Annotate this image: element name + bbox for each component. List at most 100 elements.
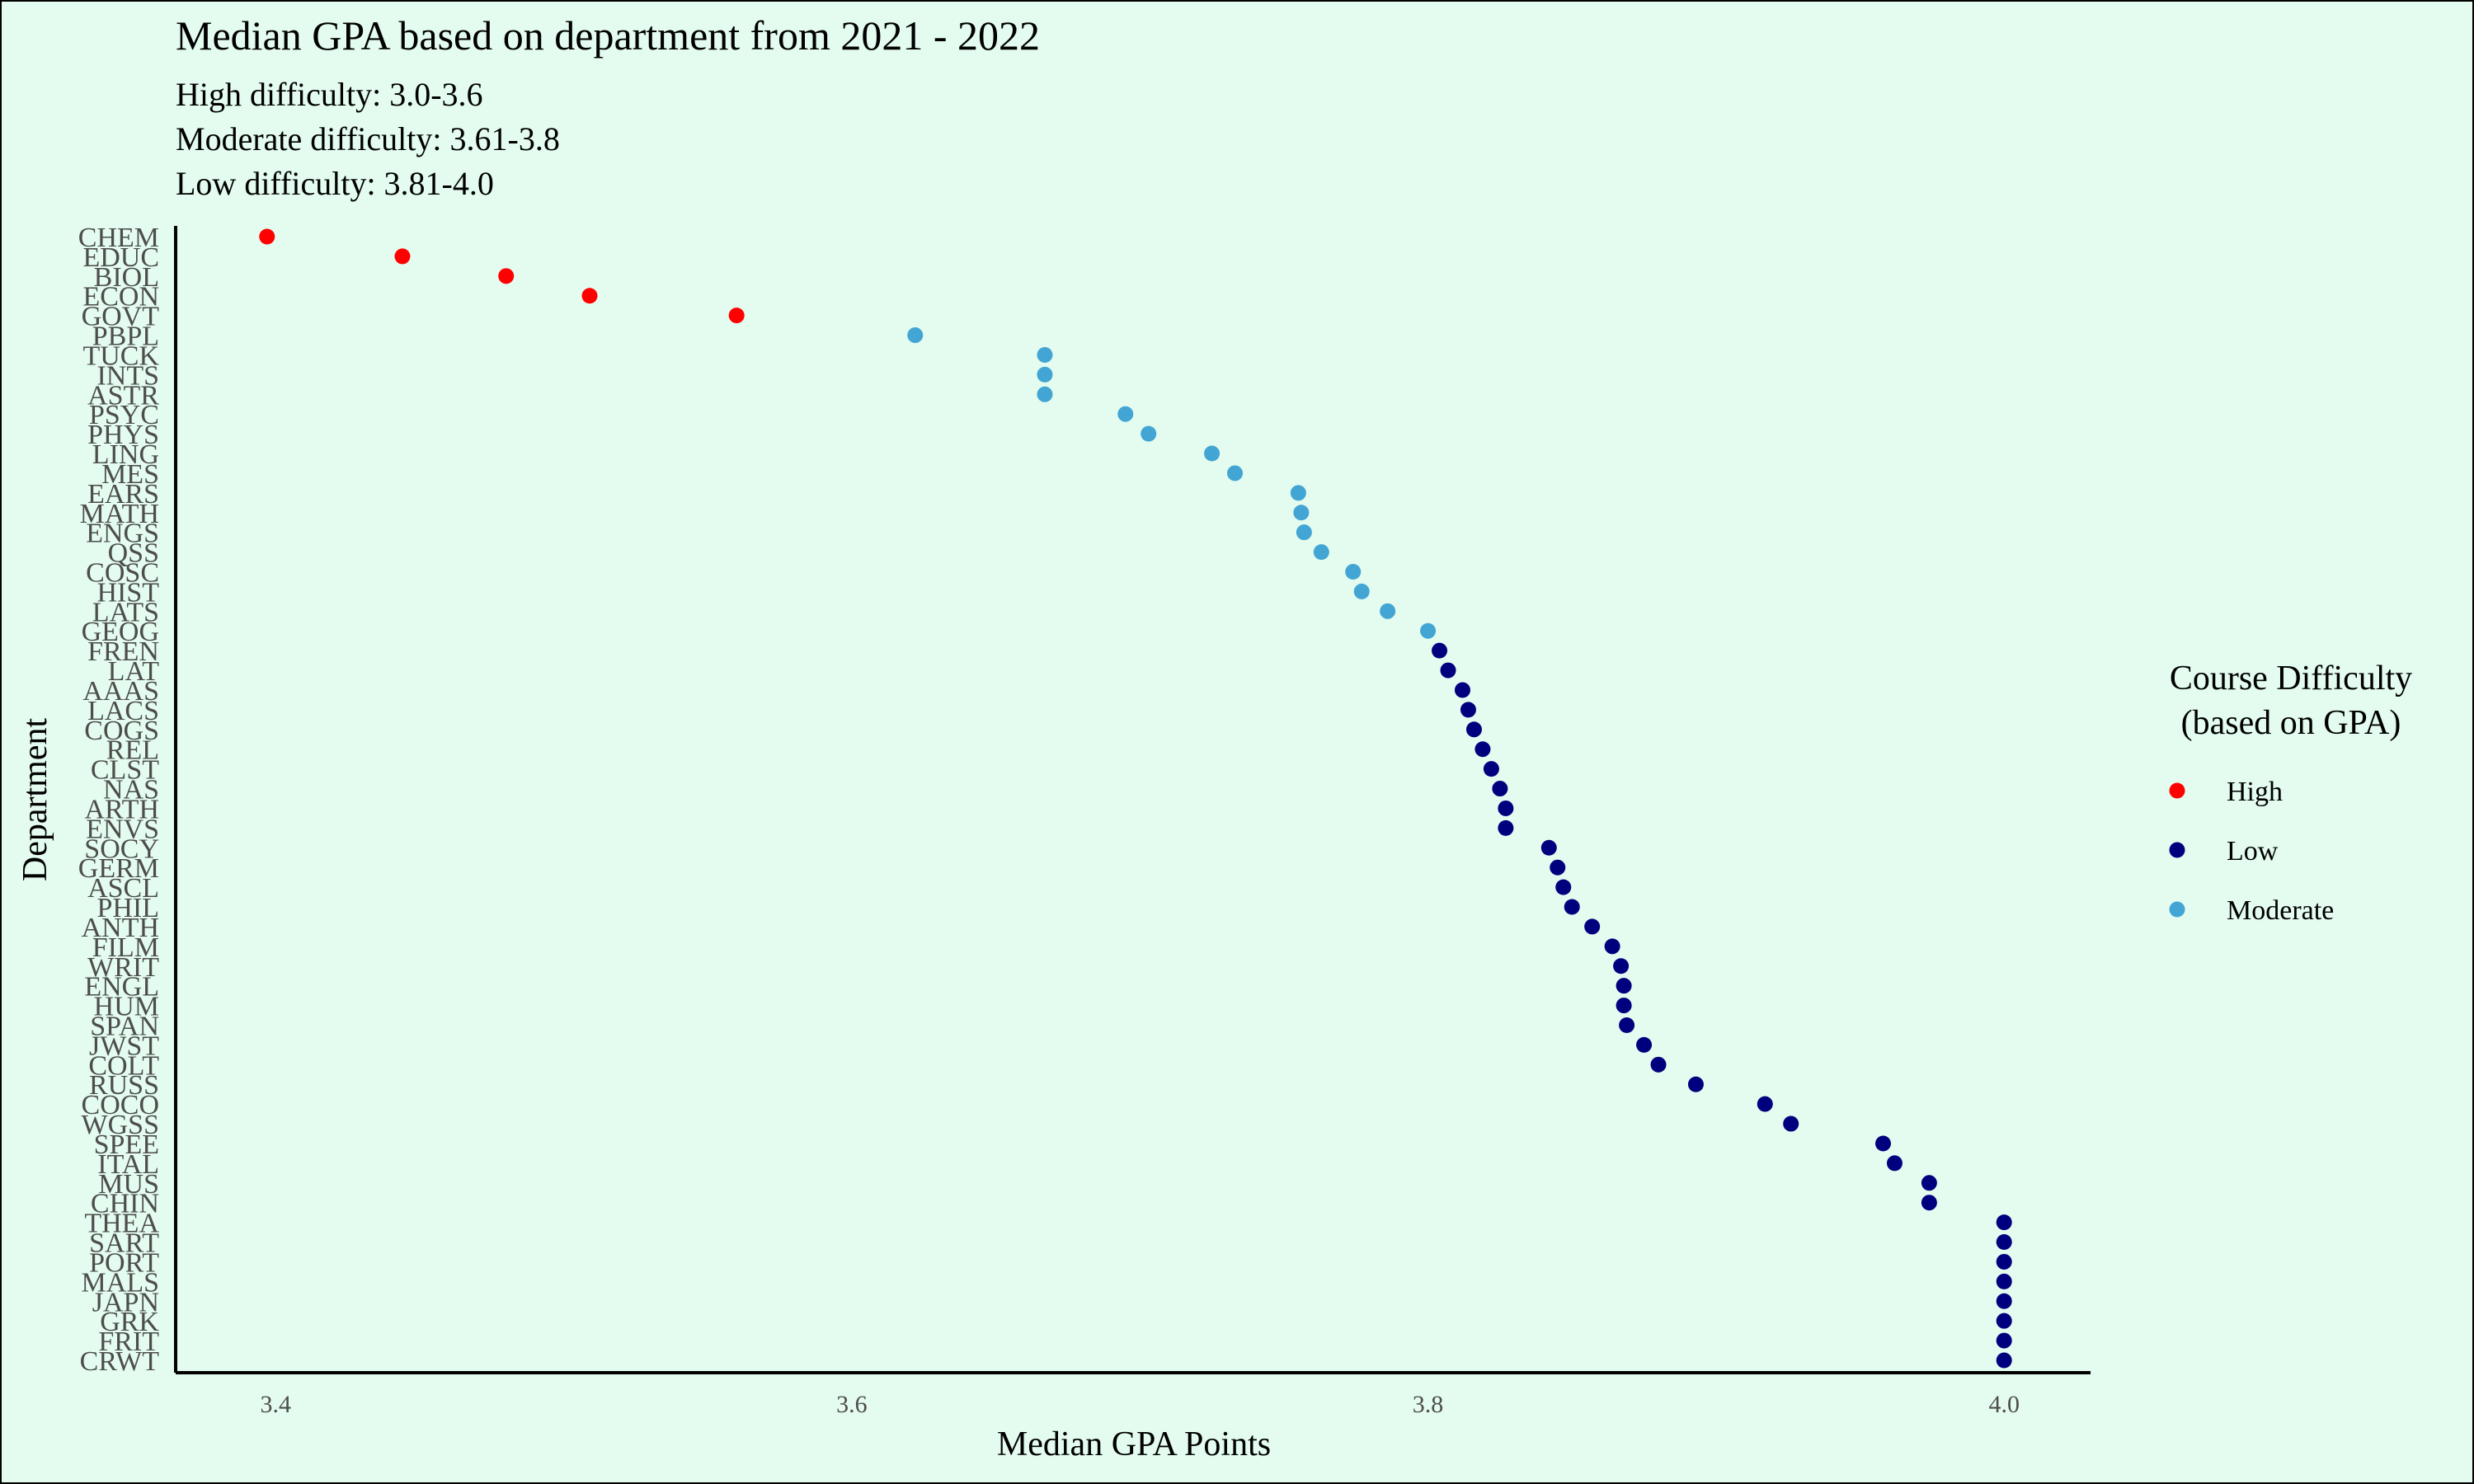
legend: Course Difficulty (based on GPA) High Low… xyxy=(2169,660,2412,926)
y-tick-label: ASCL xyxy=(87,873,159,904)
y-tick-label: GEOG xyxy=(82,617,159,647)
legend-label: Low xyxy=(2227,836,2279,866)
data-point xyxy=(1616,998,1632,1014)
y-tick-label: LING xyxy=(92,439,159,470)
x-tick-label: 3.6 xyxy=(836,1391,868,1418)
y-axis-title: Department xyxy=(16,718,54,882)
data-point xyxy=(1996,1332,2012,1349)
y-tick-label: COCO xyxy=(82,1090,159,1120)
y-tick-label: ENVS xyxy=(86,814,159,844)
data-point xyxy=(1353,583,1370,599)
y-tick-label: SPAN xyxy=(90,1011,159,1041)
data-point xyxy=(1037,386,1053,402)
data-point xyxy=(1420,622,1437,639)
data-point xyxy=(1204,445,1221,462)
data-point xyxy=(1550,859,1566,876)
y-tick-label: LAT xyxy=(108,656,160,687)
legend-key xyxy=(2169,782,2185,799)
data-point xyxy=(1555,879,1572,895)
y-tick-label: QSS xyxy=(108,538,159,569)
data-point xyxy=(1619,1017,1635,1033)
y-tick-label: MES xyxy=(101,459,159,490)
y-tick-label: PSYC xyxy=(89,400,159,430)
y-tick-label: HUM xyxy=(94,992,159,1022)
data-point xyxy=(1454,682,1470,698)
data-point xyxy=(1783,1115,1799,1132)
y-tick-label: RUSS xyxy=(89,1070,159,1101)
subtitle-line-low: Low difficulty: 3.81-4.0 xyxy=(176,165,494,202)
y-tick-label: COLT xyxy=(88,1050,159,1081)
y-tick-label: GRK xyxy=(100,1307,159,1337)
data-point xyxy=(1498,819,1514,836)
data-point xyxy=(1492,781,1508,797)
y-tick-label: NAS xyxy=(103,775,159,805)
data-point xyxy=(1290,485,1306,501)
y-tick-label: FREN xyxy=(87,636,159,667)
data-point xyxy=(581,288,598,304)
data-point xyxy=(1613,958,1630,974)
data-point xyxy=(1996,1253,2012,1270)
y-tick-label: ITAL xyxy=(97,1149,159,1180)
y-tick-label: SOCY xyxy=(84,834,159,864)
data-point xyxy=(1227,465,1244,481)
subtitle-line-high: High difficulty: 3.0-3.6 xyxy=(176,76,483,113)
y-tick-label: AAAS xyxy=(82,676,159,707)
y-tick-label: CRWT xyxy=(80,1346,160,1377)
y-tick-label: ARTH xyxy=(84,794,159,824)
y-tick-label: GOVT xyxy=(82,302,160,332)
y-tick-label: JWST xyxy=(89,1031,159,1061)
data-point xyxy=(1293,505,1310,521)
y-tick-label: PHYS xyxy=(87,420,159,450)
y-tick-label: THEA xyxy=(84,1209,159,1239)
y-tick-label: CLST xyxy=(91,755,159,786)
data-point xyxy=(1757,1096,1773,1112)
data-point xyxy=(1498,800,1514,816)
x-tick-label: 3.8 xyxy=(1413,1391,1444,1418)
data-point xyxy=(1996,1293,2012,1309)
data-point xyxy=(1432,642,1448,659)
data-point xyxy=(1604,938,1620,955)
y-tick-label: ANTH xyxy=(82,913,159,943)
y-tick-label: PHIL xyxy=(96,893,159,923)
data-point xyxy=(1996,1234,2012,1251)
data-point xyxy=(1540,839,1557,856)
data-point xyxy=(1996,1352,2012,1369)
data-point xyxy=(1921,1175,1937,1191)
subtitle-line-moderate: Moderate difficulty: 3.61-3.8 xyxy=(176,120,560,157)
y-tick-label: PORT xyxy=(89,1247,159,1278)
y-tick-label: INTS xyxy=(96,360,159,391)
y-tick-label: MALS xyxy=(82,1267,159,1298)
y-tick-label: PBPL xyxy=(92,322,159,352)
y-tick-label: ECON xyxy=(82,282,159,312)
plot-area: 3.4 3.6 3.8 4.0 CHEMEDUCBIOLECONGOVTPBPLTUCK… xyxy=(78,223,2091,1418)
y-tick-label: ASTR xyxy=(87,380,159,411)
y-tick-label: HIST xyxy=(96,577,159,608)
data-point xyxy=(907,327,924,344)
data-point xyxy=(1117,406,1134,422)
y-tick-label: MUS xyxy=(98,1169,159,1200)
data-point xyxy=(1886,1155,1903,1172)
y-tick-label: FILM xyxy=(92,932,159,963)
y-tick-label: SPEE xyxy=(94,1129,159,1160)
data-point xyxy=(1037,366,1053,383)
y-tick-label: GERM xyxy=(78,853,159,884)
data-point xyxy=(1636,1036,1653,1053)
legend-label: Moderate xyxy=(2227,895,2334,926)
data-point xyxy=(394,248,411,265)
data-point xyxy=(1996,1273,2012,1289)
legend-title-line-2: (based on GPA) xyxy=(2181,704,2401,742)
data-point xyxy=(1460,702,1476,718)
x-tick-label: 3.4 xyxy=(261,1391,292,1418)
y-tick-label: EARS xyxy=(87,479,159,510)
data-point xyxy=(1996,1313,2012,1329)
y-tick-label: REL xyxy=(106,735,159,766)
chart-title: Median GPA based on department from 2021… xyxy=(176,12,1040,59)
data-point xyxy=(1584,918,1601,935)
data-point xyxy=(1141,425,1157,442)
y-tick-label: CHEM xyxy=(78,223,159,253)
legend-title-line-1: Course Difficulty xyxy=(2170,660,2412,697)
y-tick-label: BIOL xyxy=(94,262,159,293)
y-tick-label: LACS xyxy=(87,696,159,726)
